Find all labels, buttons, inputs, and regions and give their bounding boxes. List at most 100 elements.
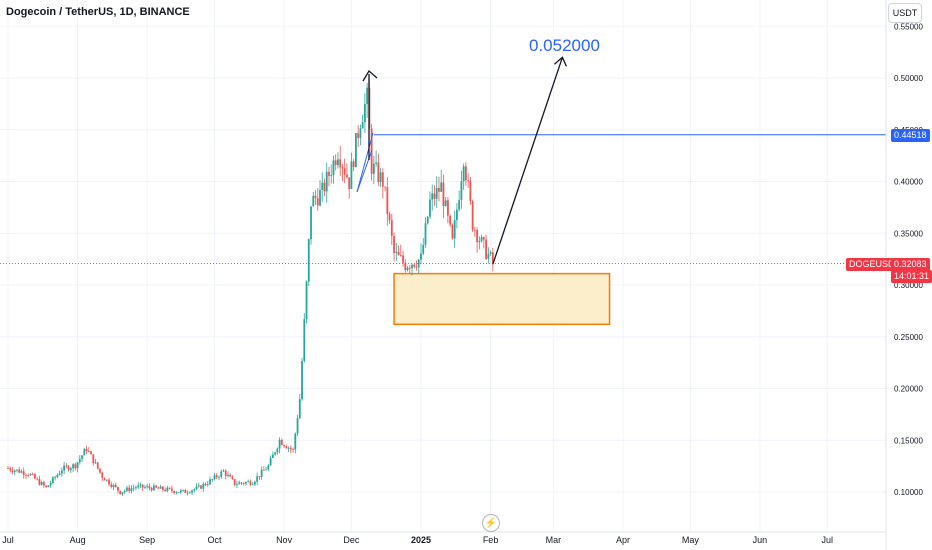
candle-body: [467, 180, 470, 182]
candle-body: [63, 465, 66, 471]
candle-body: [195, 486, 198, 490]
candle-body: [361, 122, 364, 129]
candle-body: [72, 464, 74, 469]
candle-body: [119, 490, 122, 495]
y-tick-label: 0.30000: [894, 281, 923, 290]
candle-body: [152, 485, 155, 491]
candle-body: [186, 492, 189, 494]
candle-body: [173, 490, 175, 493]
candle-body: [379, 172, 382, 182]
candle-body: [485, 239, 487, 259]
candle-body: [348, 177, 351, 189]
candle-body: [126, 487, 128, 491]
candle-body: [271, 454, 274, 458]
candle-body: [435, 187, 438, 199]
candle-body: [90, 451, 92, 455]
candle-body: [390, 220, 393, 236]
currency-button[interactable]: USDT: [888, 3, 922, 23]
target-price-label: 0.052000: [529, 36, 600, 55]
candle-body: [453, 220, 456, 239]
candle-body: [108, 479, 110, 485]
candle-body: [289, 447, 292, 450]
x-tick-label: 2025: [411, 535, 431, 545]
candle-body: [444, 200, 447, 206]
candle-body: [328, 171, 330, 176]
projection-arrow-shaft: [492, 57, 564, 265]
candle-body: [280, 440, 283, 446]
candle-body: [87, 451, 90, 452]
candle-body: [85, 449, 88, 452]
candle-body: [141, 484, 144, 488]
candle-body: [337, 159, 339, 166]
candle-body: [67, 466, 70, 471]
candle-body: [233, 479, 236, 486]
candle-body: [58, 473, 61, 475]
candle-body: [182, 489, 184, 491]
candle-body: [200, 485, 202, 489]
candle-body: [473, 229, 476, 231]
candle-body: [31, 474, 34, 475]
candle-body: [292, 449, 294, 450]
candle-body: [130, 488, 133, 492]
candle-body: [323, 182, 326, 192]
candle-body: [27, 475, 30, 476]
x-tick-label: Feb: [483, 535, 499, 545]
candle-body: [408, 267, 411, 269]
x-tick-label: Apr: [616, 535, 630, 545]
x-tick-label: Oct: [207, 535, 222, 545]
candle-body: [384, 186, 386, 188]
chart-title: Dogecoin / TetherUS, 1D, BINANCE: [6, 6, 190, 18]
candle-body: [69, 468, 72, 471]
candle-body: [363, 104, 366, 123]
candle-body: [164, 489, 167, 492]
level-price-tag: 0.44518: [891, 129, 930, 142]
candle-body: [346, 174, 348, 178]
candle-body: [218, 476, 220, 478]
candle-body: [478, 240, 481, 243]
candle-body: [388, 213, 391, 221]
candle-body: [211, 479, 214, 480]
candle-body: [395, 251, 398, 253]
candle-body: [456, 209, 458, 221]
candle-body: [229, 474, 232, 477]
candle-body: [310, 206, 312, 240]
candle-body: [222, 470, 225, 472]
candle-body: [274, 452, 277, 455]
candle-body: [375, 162, 378, 164]
candle-body: [175, 492, 178, 494]
candle-body: [135, 487, 137, 489]
candle-body: [343, 168, 346, 175]
candle-body: [357, 133, 360, 139]
candle-body: [294, 433, 297, 450]
candle-body: [404, 262, 407, 271]
candle-body: [267, 465, 270, 470]
candle-body: [316, 198, 319, 206]
candle-body: [321, 182, 324, 190]
candle-body: [29, 474, 32, 476]
candle-body: [213, 475, 216, 480]
candle-body: [377, 162, 380, 182]
candle-body: [285, 446, 288, 449]
candle-body: [146, 486, 149, 488]
candle-body: [40, 482, 43, 485]
candle-body: [45, 485, 48, 488]
candle-body: [460, 181, 463, 200]
candle-body: [256, 476, 259, 482]
candle-body: [402, 255, 404, 263]
candle-body: [260, 469, 263, 477]
candle-body: [480, 237, 483, 241]
demand-zone-group: [393, 272, 611, 326]
candle-body: [74, 464, 77, 469]
candle-body: [386, 187, 389, 214]
candle-body: [332, 160, 335, 176]
candle-body: [341, 167, 344, 169]
candle-body: [420, 253, 422, 260]
x-tick-label: Nov: [276, 535, 293, 545]
candle-body: [413, 264, 416, 267]
x-tick-label: Sep: [139, 535, 155, 545]
candle-body: [114, 484, 117, 487]
tradingview-logo-icon[interactable]: ⚡: [482, 514, 500, 532]
candle-body: [411, 264, 413, 269]
candle-body: [451, 224, 454, 239]
